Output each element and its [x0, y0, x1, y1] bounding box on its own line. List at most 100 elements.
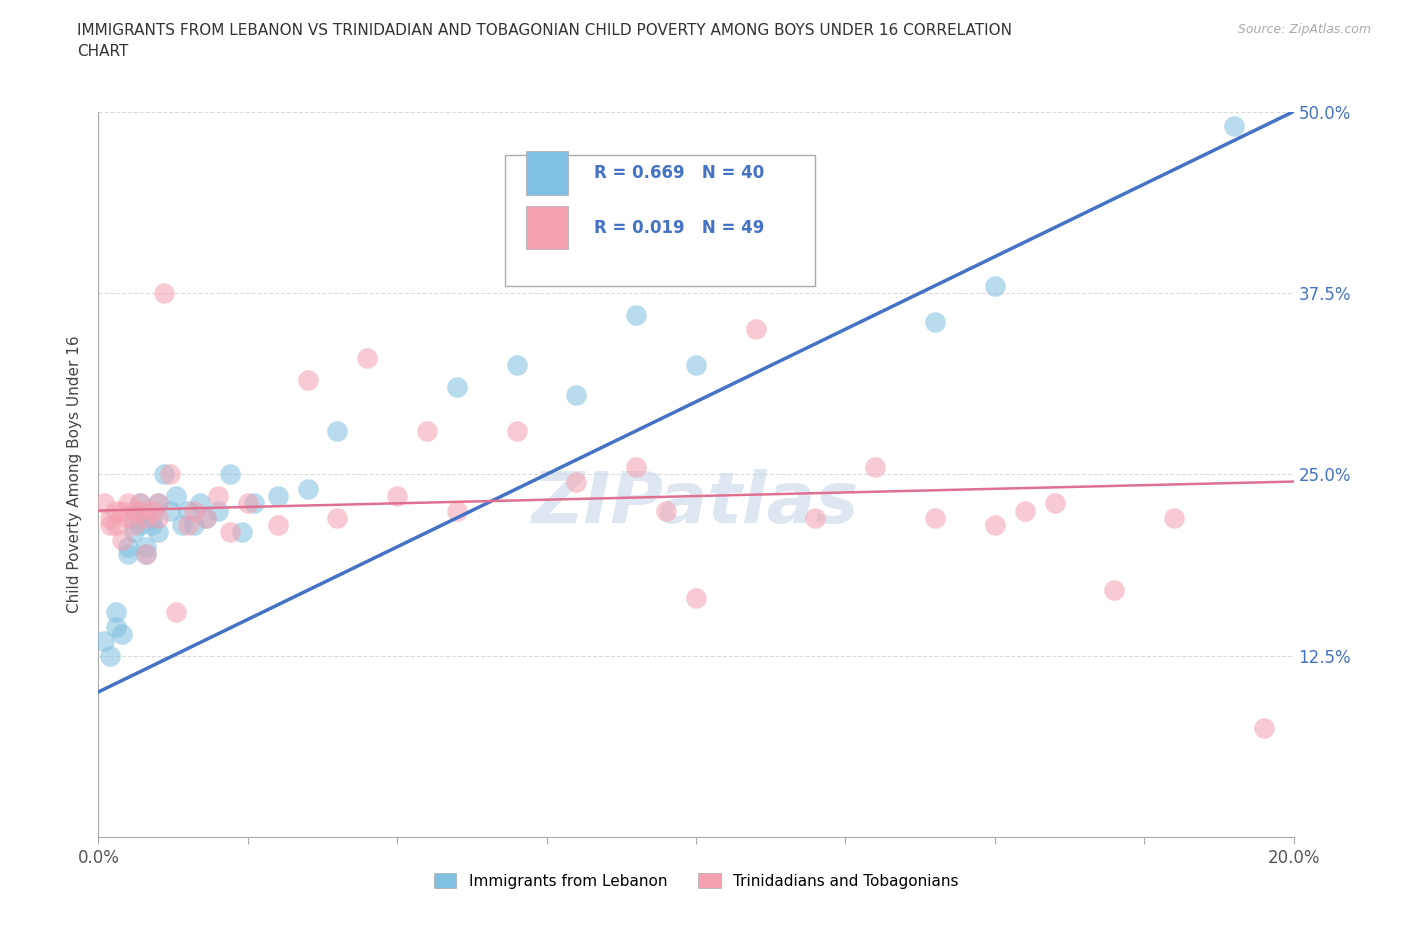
Point: [153, 286, 176, 300]
Text: ZIPatlas: ZIPatlas: [533, 469, 859, 538]
Point: [195, 511, 218, 525]
Point: [105, 518, 128, 533]
Point: [153, 467, 176, 482]
Point: [117, 547, 139, 562]
Point: [111, 503, 134, 518]
Point: [207, 488, 229, 503]
Text: CHART: CHART: [77, 44, 129, 59]
Point: [135, 539, 157, 554]
Text: Source: ZipAtlas.com: Source: ZipAtlas.com: [1237, 23, 1371, 36]
Point: [1163, 511, 1185, 525]
Point: [177, 518, 200, 533]
Point: [219, 525, 242, 539]
Point: [135, 511, 157, 525]
Point: [565, 387, 588, 402]
Text: IMMIGRANTS FROM LEBANON VS TRINIDADIAN AND TOBAGONIAN CHILD POVERTY AMONG BOYS U: IMMIGRANTS FROM LEBANON VS TRINIDADIAN A…: [77, 23, 1012, 38]
Point: [565, 474, 588, 489]
Point: [172, 518, 194, 533]
Point: [105, 503, 128, 518]
Point: [356, 351, 378, 365]
Point: [141, 503, 163, 518]
Point: [267, 518, 290, 533]
Point: [243, 496, 266, 511]
Point: [195, 511, 218, 525]
Point: [446, 503, 468, 518]
Point: [655, 503, 678, 518]
Point: [626, 307, 648, 322]
Point: [1223, 119, 1246, 134]
Point: [446, 379, 468, 394]
Point: [98, 518, 122, 533]
Legend: Immigrants from Lebanon, Trinidadians and Tobagonians: Immigrants from Lebanon, Trinidadians an…: [427, 867, 965, 895]
Point: [326, 423, 349, 438]
Point: [129, 503, 152, 518]
Point: [385, 488, 409, 503]
Point: [129, 518, 152, 533]
Point: [165, 604, 187, 619]
Point: [865, 459, 887, 474]
Point: [177, 503, 200, 518]
Text: R = 0.669   N = 40: R = 0.669 N = 40: [595, 165, 765, 182]
Point: [188, 496, 211, 511]
Point: [124, 518, 146, 533]
Point: [117, 496, 139, 511]
Point: [236, 496, 259, 511]
Point: [117, 511, 139, 525]
Point: [924, 314, 946, 329]
Point: [98, 511, 122, 525]
Point: [148, 496, 170, 511]
Point: [1104, 583, 1126, 598]
Point: [148, 525, 170, 539]
Point: [135, 547, 157, 562]
Point: [141, 511, 163, 525]
Point: [105, 619, 128, 634]
Point: [326, 511, 349, 525]
Point: [111, 627, 134, 642]
Point: [98, 648, 122, 663]
Point: [924, 511, 946, 525]
Point: [129, 496, 152, 511]
Point: [1043, 496, 1066, 511]
Point: [159, 503, 181, 518]
Text: R = 0.019   N = 49: R = 0.019 N = 49: [595, 219, 765, 236]
Point: [984, 518, 1007, 533]
Point: [267, 488, 290, 503]
Point: [626, 459, 648, 474]
Point: [117, 539, 139, 554]
Point: [183, 503, 205, 518]
FancyBboxPatch shape: [505, 155, 815, 286]
Point: [685, 358, 707, 373]
Bar: [526, 152, 568, 195]
Point: [165, 488, 187, 503]
Point: [231, 525, 253, 539]
Point: [219, 467, 242, 482]
Point: [124, 511, 146, 525]
Point: [124, 525, 146, 539]
Point: [506, 423, 529, 438]
Point: [984, 278, 1007, 293]
Point: [93, 633, 115, 648]
Point: [183, 518, 205, 533]
Point: [129, 496, 152, 511]
Point: [506, 358, 529, 373]
Point: [416, 423, 439, 438]
Point: [135, 547, 157, 562]
Point: [124, 503, 146, 518]
Point: [111, 532, 134, 547]
Y-axis label: Child Poverty Among Boys Under 16: Child Poverty Among Boys Under 16: [67, 336, 83, 613]
Point: [685, 591, 707, 605]
Point: [159, 467, 181, 482]
Point: [297, 482, 319, 497]
Point: [1253, 721, 1275, 736]
Point: [105, 604, 128, 619]
Point: [297, 373, 319, 388]
Bar: [526, 206, 568, 249]
Point: [93, 496, 115, 511]
Point: [207, 503, 229, 518]
Point: [148, 496, 170, 511]
Point: [745, 322, 768, 337]
Point: [1014, 503, 1036, 518]
Point: [141, 518, 163, 533]
Point: [804, 511, 827, 525]
Point: [148, 511, 170, 525]
